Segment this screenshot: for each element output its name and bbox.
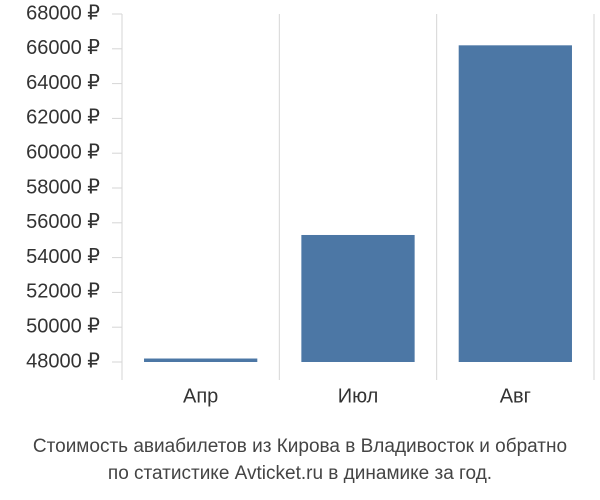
y-tick-label: 52000 ₽ [26,281,100,303]
y-tick-label: 64000 ₽ [26,72,100,94]
bar [144,358,258,362]
y-tick-label: 66000 ₽ [26,37,100,59]
bar [458,45,572,362]
chart-title: Стоимость авиабилетов из Кирова в Владив… [33,436,567,457]
y-tick-label: 50000 ₽ [26,315,100,337]
y-tick-label: 48000 ₽ [26,350,100,372]
y-tick-label: 58000 ₽ [26,176,100,198]
x-tick-label: Апр [183,385,218,407]
y-tick-label: 60000 ₽ [26,141,100,163]
chart-title: по статистике Avticket.ru в динамике за … [108,463,492,484]
y-tick-label: 68000 ₽ [26,2,100,24]
y-tick-label: 56000 ₽ [26,211,100,233]
x-tick-label: Авг [500,385,531,407]
x-tick-label: Июл [338,385,379,407]
bar [301,234,415,362]
y-tick-label: 62000 ₽ [26,107,100,129]
y-tick-label: 54000 ₽ [26,246,100,268]
